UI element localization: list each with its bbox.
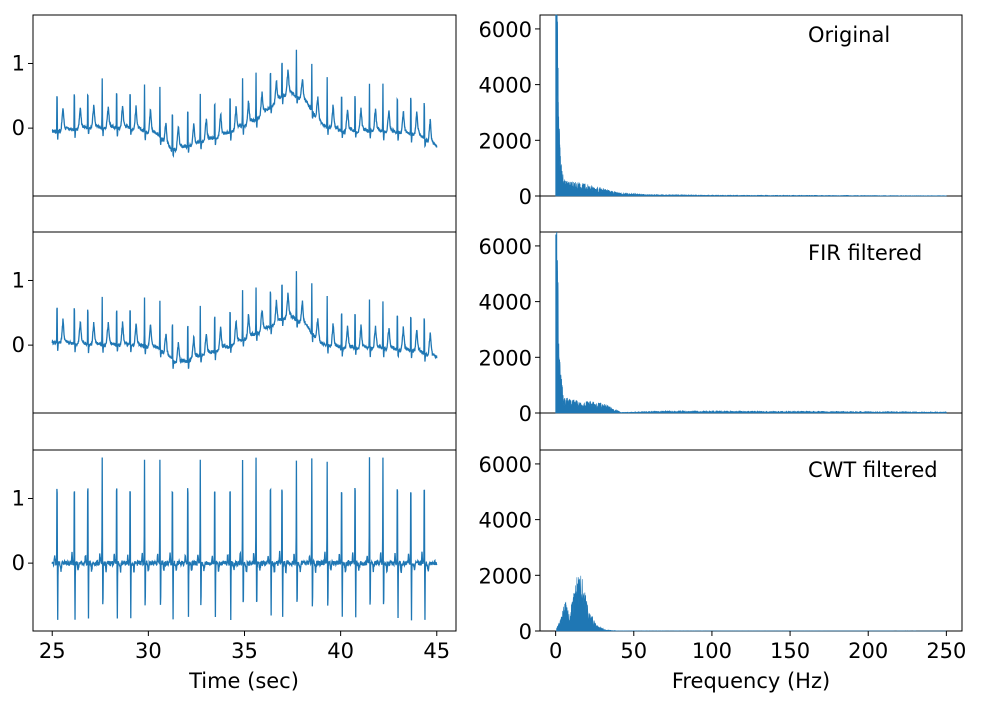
- ecg-fir-yticks: 01: [12, 268, 33, 357]
- ytick-1-label: 1: [12, 51, 25, 75]
- spectrum-cwt-fill: [555, 575, 947, 632]
- panel-spectrum-original: 0 2000 4000 6000 Original: [479, 14, 963, 233]
- panel-ecg-fir: 01: [12, 231, 457, 451]
- xtick-40-label: 40: [327, 639, 354, 663]
- spectrum-original-yticks: 0 2000 4000 6000: [479, 18, 540, 209]
- xtick-100-label: 100: [692, 639, 732, 663]
- ecg-original-line: [51, 49, 438, 158]
- annotation-fir: FIR filtered: [808, 241, 922, 265]
- ecg-cwt-line: [51, 457, 438, 621]
- xtick-0-label: 0: [549, 639, 562, 663]
- xtick-45-label: 45: [423, 639, 450, 663]
- spectrum-fir-yticks: 0 2000 4000 6000: [479, 235, 540, 426]
- spectrum-fir-fill: [555, 231, 947, 414]
- xtick-150-label: 150: [770, 639, 810, 663]
- xtick-250-label: 250: [926, 639, 966, 663]
- annotation-cwt: CWT filtered: [808, 458, 938, 482]
- ytick-4000-label: 4000: [479, 509, 532, 533]
- xtick-50-label: 50: [620, 639, 647, 663]
- spectrum-cwt-ticks: 0 2000 4000 6000 0 50 100 150 200 250: [479, 453, 967, 663]
- xtick-35-label: 35: [231, 639, 258, 663]
- ytick-1-label: 1: [12, 268, 25, 292]
- ytick-0-label: 0: [12, 333, 25, 357]
- xtick-25-label: 25: [39, 639, 66, 663]
- ytick-0-label: 0: [519, 185, 532, 209]
- ytick-0-label: 0: [12, 116, 25, 140]
- xtick-30-label: 30: [135, 639, 162, 663]
- ecg-cwt-ticks: 0 1 25 30 35 40 45: [12, 486, 451, 663]
- ecg-fir-line: [51, 271, 438, 369]
- annotation-original: Original: [808, 23, 890, 47]
- panel-spectrum-fir: 0 2000 4000 6000 FIR filtered: [479, 231, 963, 451]
- panel-ecg-cwt: 0 1 25 30 35 40 45 Time (sec): [12, 449, 457, 693]
- ytick-2000-label: 2000: [479, 346, 532, 370]
- spectrum-original-fill: [555, 14, 947, 197]
- ecg-original-yticks: 01: [12, 51, 33, 140]
- xtick-200-label: 200: [848, 639, 888, 663]
- ytick-6000-label: 6000: [479, 235, 532, 259]
- ytick-6000-label: 6000: [479, 453, 532, 477]
- panel-ecg-original: 01: [12, 14, 457, 233]
- ytick-0-label: 0: [519, 620, 532, 644]
- ytick-2000-label: 2000: [479, 129, 532, 153]
- panel-spectrum-cwt: 0 2000 4000 6000 0 50 100 150 200 250 CWT filtere…: [479, 449, 967, 693]
- x-axis-label-time: Time (sec): [188, 669, 299, 693]
- ytick-6000-label: 6000: [479, 18, 532, 42]
- ytick-0-label: 0: [12, 551, 25, 575]
- ytick-4000-label: 4000: [479, 291, 532, 315]
- ytick-2000-label: 2000: [479, 564, 532, 588]
- ytick-0-label: 0: [519, 402, 532, 426]
- ytick-1-label: 1: [12, 486, 25, 510]
- x-axis-label-frequency: Frequency (Hz): [672, 669, 830, 693]
- ytick-4000-label: 4000: [479, 74, 532, 98]
